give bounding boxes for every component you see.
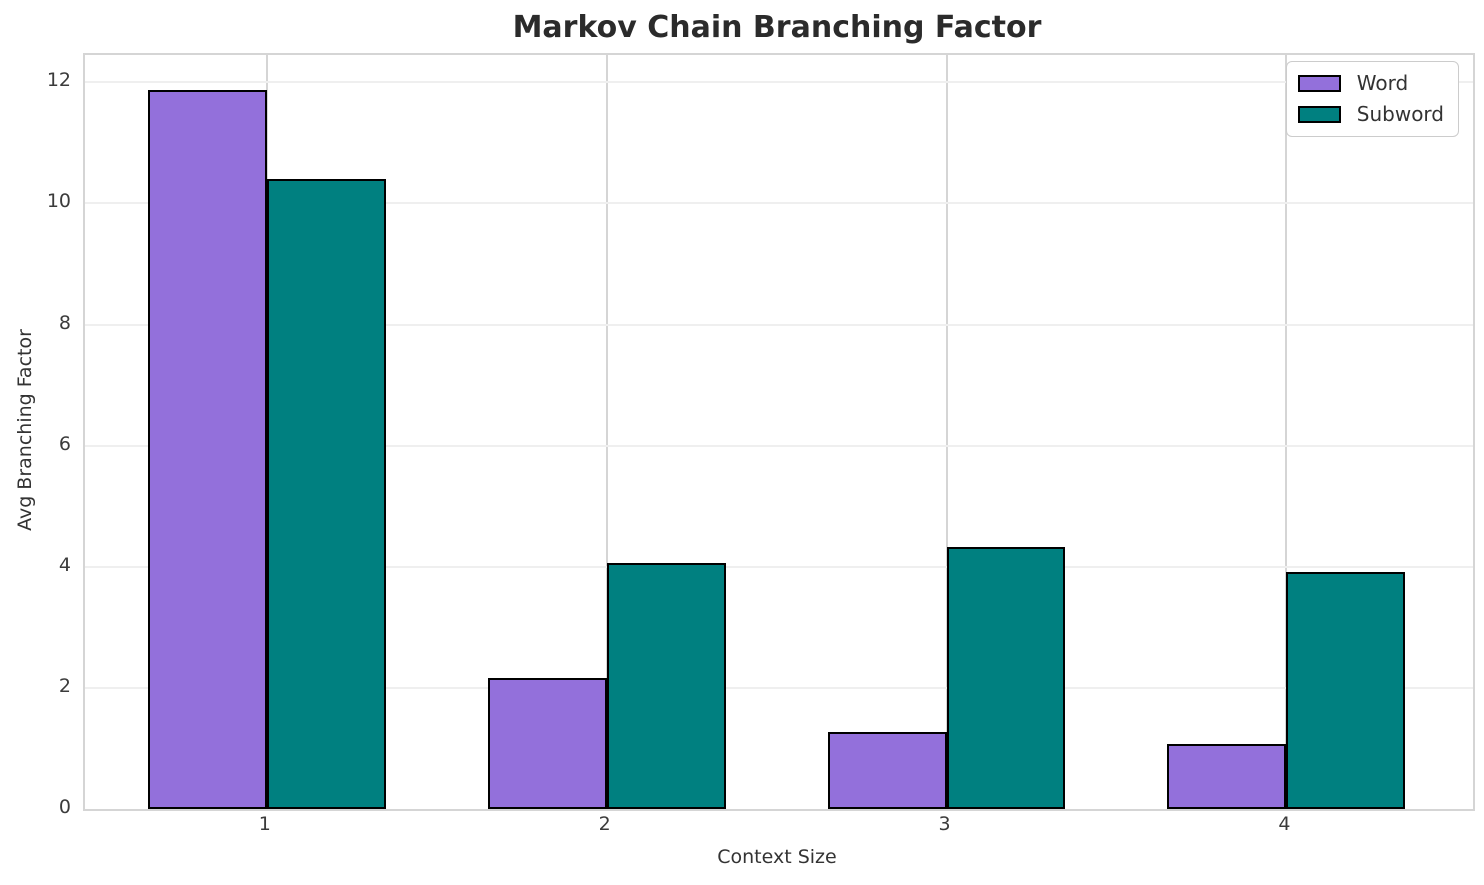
bar-word-1	[147, 89, 267, 809]
y-tick-label: 2	[58, 674, 71, 697]
gridline-vertical	[605, 55, 608, 809]
gridline-vertical	[1285, 55, 1288, 809]
x-axis-label: Context Size	[717, 846, 837, 868]
x-tick-label: 3	[938, 813, 951, 835]
gridline-horizontal	[85, 444, 1473, 447]
x-tick-label: 1	[258, 813, 271, 835]
bar-word-2	[487, 677, 607, 809]
legend-item-subword: Subword	[1297, 102, 1444, 127]
bar-word-3	[827, 732, 947, 809]
bar-subword-3	[946, 547, 1066, 809]
gridline-horizontal	[85, 323, 1473, 326]
plot-area	[83, 53, 1475, 811]
legend-item-word: Word	[1297, 71, 1444, 96]
x-tick-label: 4	[1278, 813, 1291, 835]
chart-title: Markov Chain Branching Factor	[512, 10, 1042, 45]
bar-word-4	[1167, 744, 1287, 809]
x-tick-label: 2	[598, 813, 611, 835]
y-tick-label: 4	[58, 553, 71, 576]
gridline-horizontal	[85, 202, 1473, 205]
legend: Word Subword	[1285, 61, 1459, 137]
y-tick-label: 0	[58, 796, 71, 818]
gridline-horizontal	[85, 81, 1473, 84]
gridline-vertical	[945, 55, 948, 809]
bar-subword-1	[266, 179, 386, 809]
legend-swatch-subword	[1297, 106, 1341, 123]
gridline-horizontal	[85, 686, 1473, 689]
y-tick-label: 10	[46, 190, 71, 213]
y-tick-label: 12	[46, 69, 71, 92]
y-tick-label: 6	[58, 432, 71, 455]
legend-label: Word	[1356, 71, 1409, 95]
legend-label: Subword	[1356, 102, 1444, 126]
legend-swatch-word	[1297, 75, 1341, 92]
gridline-horizontal	[85, 565, 1473, 568]
bar-subword-2	[606, 562, 726, 809]
bar-subword-4	[1286, 572, 1406, 809]
y-tick-label: 8	[58, 311, 71, 334]
